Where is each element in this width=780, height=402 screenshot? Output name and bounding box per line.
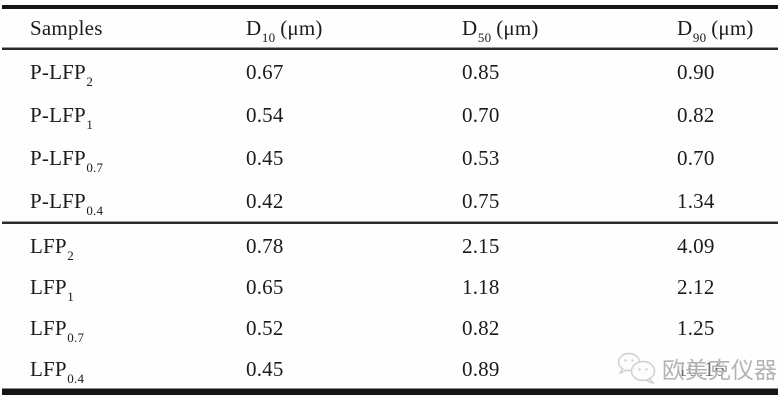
table-row: P-LFP2 0.67 0.85 0.90 [0, 51, 780, 94]
sample-cell: LFP2 [30, 234, 74, 264]
d90-cell: 0.70 [677, 146, 715, 170]
d10-cell: 0.54 [246, 103, 284, 127]
sample-cell: P-LFP0.4 [30, 189, 104, 219]
d90-cell: 2.12 [677, 275, 715, 299]
header-d10: D10 (μm) [246, 15, 323, 45]
d10-cell: 0.42 [246, 189, 284, 213]
d10-cell: 0.45 [246, 357, 284, 381]
table-group-separator-rule [2, 222, 778, 224]
d90-cell: 1.34 [677, 189, 715, 213]
table-row: P-LFP1 0.54 0.70 0.82 [0, 94, 780, 137]
table-row: P-LFP0.7 0.45 0.53 0.70 [0, 137, 780, 180]
d90-cell: 10.16 [677, 357, 726, 381]
d50-cell: 0.70 [462, 103, 500, 127]
d50-cell: 0.82 [462, 316, 500, 340]
d50-cell: 2.15 [462, 234, 500, 258]
table-bottom-rule [2, 389, 778, 395]
d50-cell: 0.85 [462, 60, 500, 84]
table-row: P-LFP0.4 0.42 0.75 1.34 [0, 180, 780, 223]
sample-cell: P-LFP1 [30, 103, 94, 133]
sample-cell: LFP1 [30, 275, 74, 305]
table-row: LFP1 0.65 1.18 2.12 [0, 267, 780, 308]
d10-cell: 0.52 [246, 316, 284, 340]
d10-cell: 0.65 [246, 275, 284, 299]
d90-cell: 0.82 [677, 103, 715, 127]
sample-cell: LFP0.4 [30, 357, 85, 387]
sample-cell: LFP0.7 [30, 316, 85, 346]
d90-cell: 1.25 [677, 316, 715, 340]
d50-cell: 0.53 [462, 146, 500, 170]
d50-cell: 0.75 [462, 189, 500, 213]
d50-cell: 0.89 [462, 357, 500, 381]
d90-cell: 4.09 [677, 234, 715, 258]
table-row: LFP0.7 0.52 0.82 1.25 [0, 308, 780, 349]
header-samples: Samples [30, 15, 103, 40]
table-header-rule [2, 48, 778, 50]
d90-cell: 0.90 [677, 60, 715, 84]
table-row: LFP2 0.78 2.15 4.09 [0, 226, 780, 267]
header-d90: D90 (μm) [677, 15, 754, 45]
header-d50: D50 (μm) [462, 15, 539, 45]
d10-cell: 0.78 [246, 234, 284, 258]
table-header-row: Samples D10 (μm) D50 (μm) D90 (μm) [0, 8, 780, 48]
table-top-rule [2, 5, 778, 9]
d50-cell: 1.18 [462, 275, 500, 299]
sample-cell: P-LFP2 [30, 60, 94, 90]
d10-cell: 0.45 [246, 146, 284, 170]
table-row: LFP0.4 0.45 0.89 10.16 [0, 349, 780, 390]
d10-cell: 0.67 [246, 60, 284, 84]
sample-cell: P-LFP0.7 [30, 146, 104, 176]
